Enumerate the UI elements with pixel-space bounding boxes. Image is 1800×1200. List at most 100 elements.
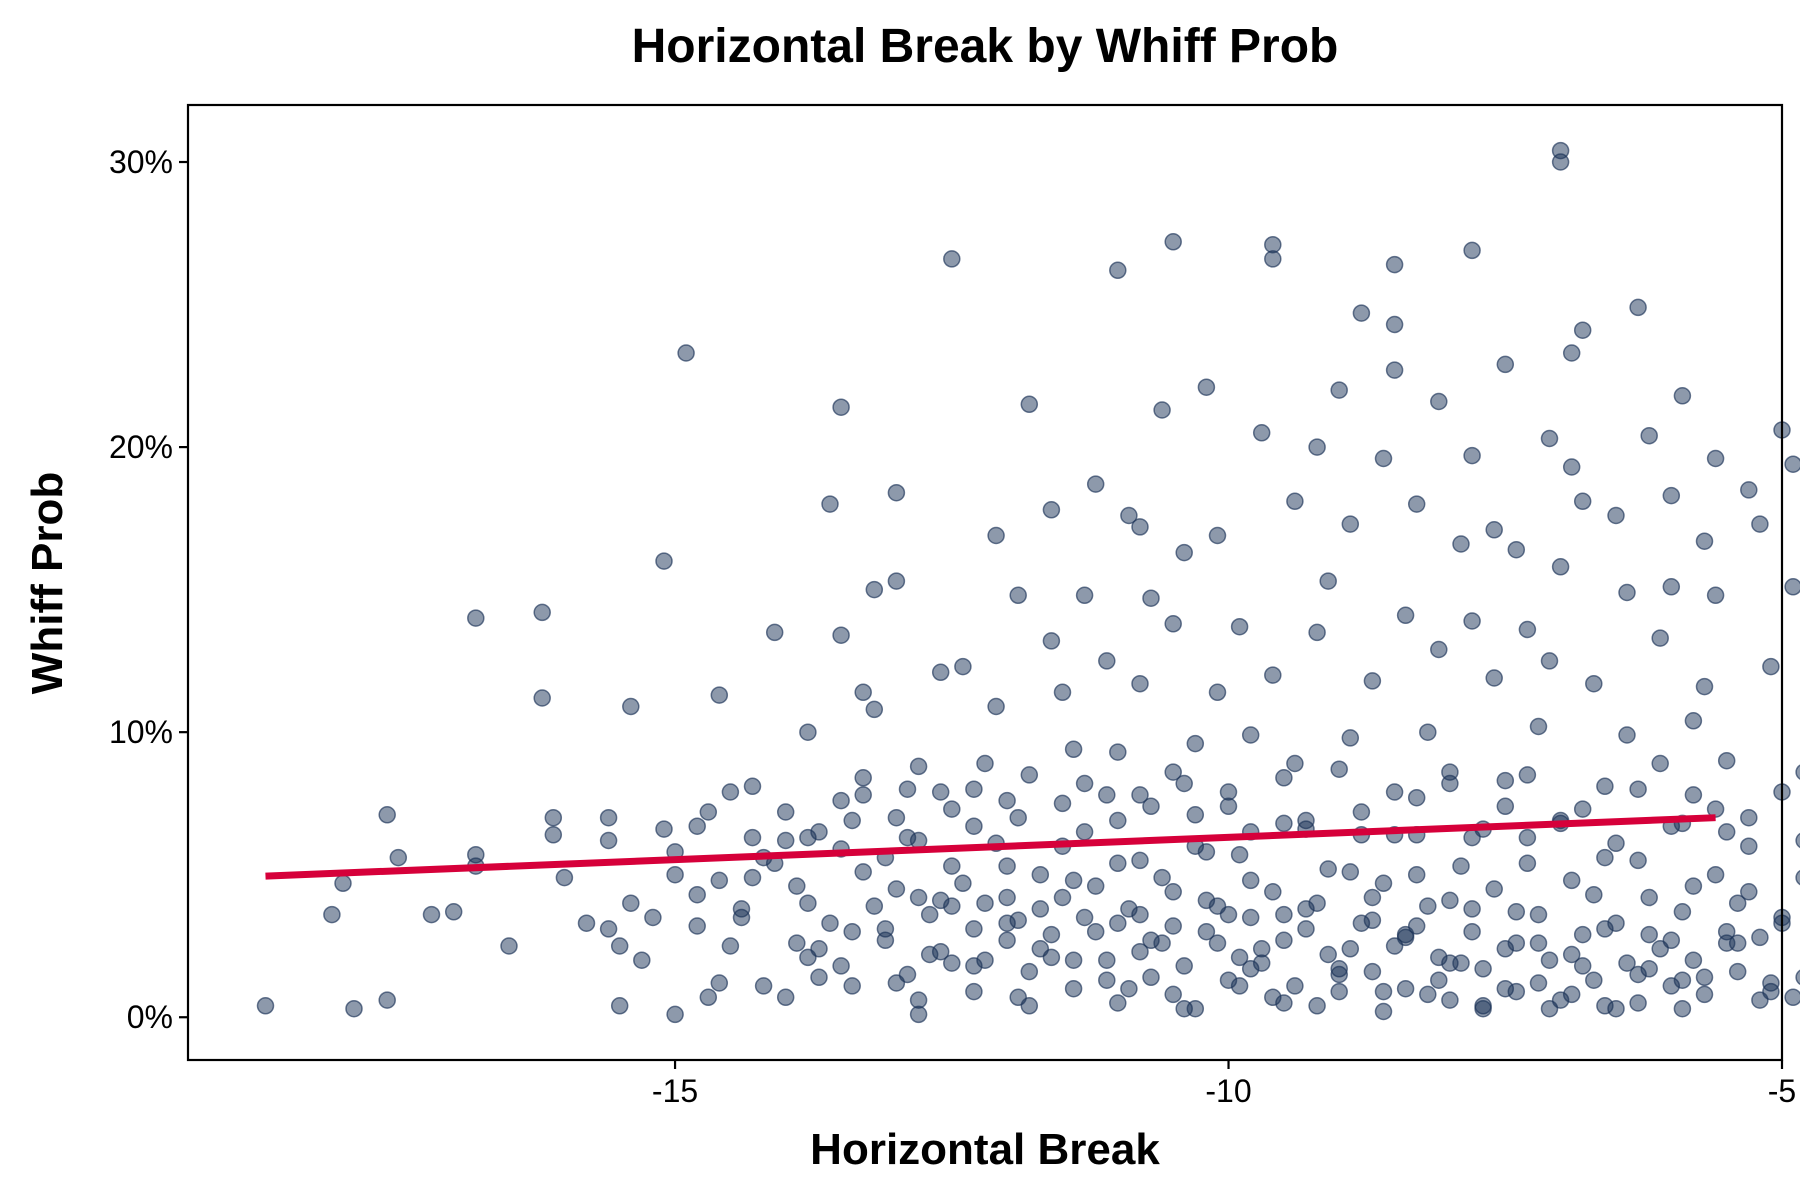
data-point xyxy=(1308,997,1326,1015)
data-point xyxy=(1197,922,1216,941)
data-point xyxy=(1551,141,1570,160)
data-point xyxy=(422,905,441,924)
y-tick-label: 10% xyxy=(109,714,173,750)
data-point xyxy=(909,757,928,776)
points-layer xyxy=(256,141,1800,1024)
data-point xyxy=(1086,877,1105,895)
data-point xyxy=(865,580,884,599)
data-point xyxy=(854,769,872,787)
data-point xyxy=(1706,586,1725,605)
data-point xyxy=(1142,589,1160,607)
data-point xyxy=(1419,897,1437,915)
data-point xyxy=(1374,1002,1393,1021)
data-point xyxy=(444,903,463,921)
data-point xyxy=(1208,683,1227,702)
data-point xyxy=(1363,962,1382,981)
data-point xyxy=(998,791,1016,810)
data-point xyxy=(1374,874,1393,893)
data-point xyxy=(1419,723,1437,741)
data-point xyxy=(1784,578,1800,596)
data-point xyxy=(1341,863,1360,881)
data-point xyxy=(1197,378,1216,396)
data-point xyxy=(1662,486,1681,505)
data-point xyxy=(832,957,850,975)
data-point xyxy=(1042,632,1061,650)
data-point xyxy=(1651,629,1669,647)
data-point xyxy=(1629,780,1647,798)
data-point xyxy=(887,880,906,898)
data-point xyxy=(1053,888,1072,907)
data-point xyxy=(931,783,950,801)
data-point xyxy=(1098,971,1116,989)
data-point xyxy=(1098,652,1116,670)
data-point xyxy=(1629,851,1647,870)
data-point xyxy=(1164,615,1182,633)
data-point xyxy=(1795,869,1800,886)
data-point xyxy=(1463,900,1481,918)
data-point xyxy=(943,954,961,972)
data-point xyxy=(876,920,895,938)
data-point xyxy=(854,863,872,881)
data-point xyxy=(1131,674,1149,693)
data-point xyxy=(1109,811,1127,830)
data-point xyxy=(887,572,906,590)
data-point xyxy=(965,982,983,1001)
data-point xyxy=(666,1005,684,1024)
data-point xyxy=(1219,971,1238,989)
data-point xyxy=(832,791,850,810)
data-point xyxy=(799,723,817,741)
data-point xyxy=(1540,999,1559,1018)
y-axis: 0% 10% 20% 30% xyxy=(109,144,188,1035)
data-point xyxy=(1031,900,1050,918)
data-point xyxy=(1341,515,1360,533)
data-point xyxy=(1640,888,1658,907)
data-point xyxy=(1241,960,1260,978)
x-axis-label: Horizontal Break xyxy=(810,1125,1160,1174)
data-point xyxy=(810,968,828,987)
data-point xyxy=(1341,940,1360,958)
data-point xyxy=(1053,794,1072,813)
data-point xyxy=(1275,905,1293,924)
data-point xyxy=(1441,891,1459,910)
data-point xyxy=(1352,803,1371,821)
data-point xyxy=(1585,885,1603,904)
data-point xyxy=(1142,968,1160,987)
data-point xyxy=(1186,734,1205,753)
data-point xyxy=(1264,883,1282,901)
data-point xyxy=(323,905,341,924)
data-point xyxy=(1463,241,1481,260)
data-point xyxy=(1706,800,1725,818)
data-point xyxy=(1507,540,1526,559)
data-point xyxy=(1573,925,1592,944)
data-point xyxy=(1175,543,1193,562)
data-point xyxy=(1463,446,1481,465)
data-point xyxy=(1075,774,1094,793)
data-point xyxy=(788,934,806,952)
data-point xyxy=(976,951,994,969)
data-point xyxy=(1640,426,1658,445)
data-point xyxy=(954,657,972,676)
data-point xyxy=(1695,985,1714,1004)
data-point xyxy=(1075,823,1094,841)
data-point xyxy=(1120,506,1138,525)
data-point xyxy=(799,894,817,912)
data-point xyxy=(1297,920,1315,938)
data-point xyxy=(943,857,961,875)
data-point xyxy=(688,917,706,935)
data-point xyxy=(1573,492,1592,511)
data-point xyxy=(1142,797,1160,816)
data-point xyxy=(710,871,729,890)
data-point xyxy=(1286,977,1304,995)
data-point xyxy=(909,991,928,1009)
data-point xyxy=(976,754,994,773)
y-axis-label: Whiff Prob xyxy=(23,472,72,694)
data-point xyxy=(776,831,795,850)
data-point xyxy=(1740,837,1758,855)
data-point xyxy=(1308,623,1326,642)
data-point xyxy=(1562,344,1581,362)
data-point xyxy=(1164,917,1182,935)
data-point xyxy=(1662,977,1681,995)
data-point xyxy=(1053,683,1072,702)
data-point xyxy=(1075,908,1094,927)
